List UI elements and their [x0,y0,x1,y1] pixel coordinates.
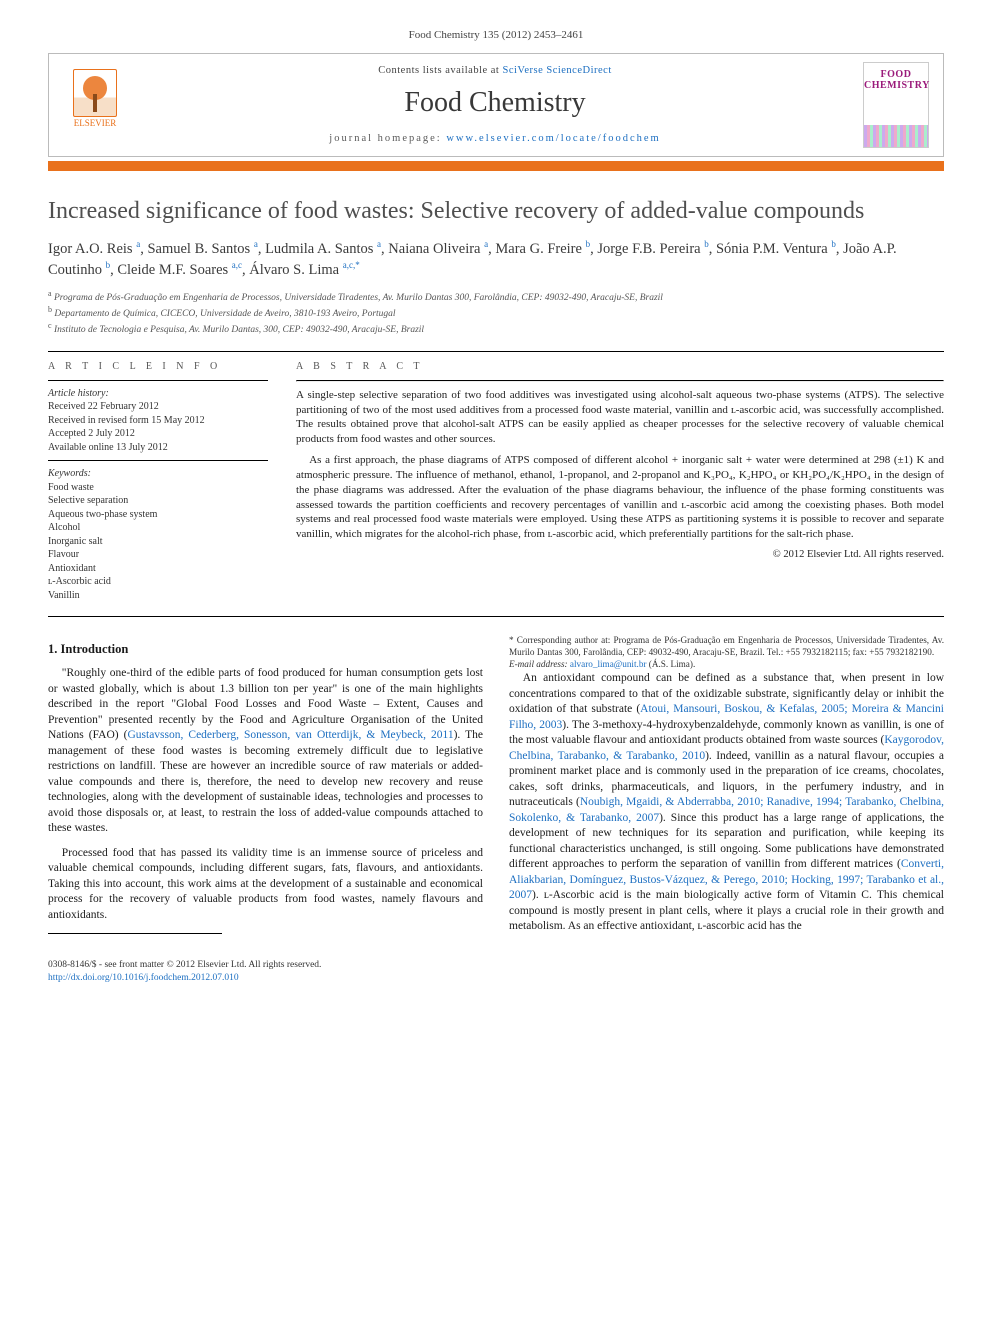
keyword-item: Aqueous two-phase system [48,508,268,522]
publisher-logo: ELSEVIER [63,69,127,141]
corresponding-author-footnote: * Corresponding author at: Programa de P… [509,635,944,671]
keyword-item: Food waste [48,481,268,495]
article-info-heading: A R T I C L E I N F O [48,360,268,374]
journal-homepage-link[interactable]: www.elsevier.com/locate/foodchem [446,133,660,144]
abstract-heading: A B S T R A C T [296,360,944,374]
top-rule [48,351,944,352]
article-history-label: Article history: [48,387,268,401]
footer-block: 0308-8146/$ - see front matter © 2012 El… [48,959,944,985]
publisher-name: ELSEVIER [74,117,117,129]
keyword-item: Flavour [48,548,268,562]
journal-homepage-line: journal homepage: www.elsevier.com/locat… [141,132,849,146]
banner-center: Contents lists available at SciVerse Sci… [141,64,849,146]
p1-text-b: ). The management of these food wastes i… [48,729,483,834]
intro-paragraph-3: An antioxidant compound can be defined a… [509,671,944,935]
doi-link[interactable]: http://dx.doi.org/10.1016/j.foodchem.201… [48,973,239,983]
keyword-item: Vanillin [48,589,268,603]
affiliation-line: a Programa de Pós-Graduação em Engenhari… [48,289,944,305]
keyword-item: Alcohol [48,521,268,535]
intro-paragraph-1: "Roughly one-third of the edible parts o… [48,666,483,837]
abstract-copyright: © 2012 Elsevier Ltd. All rights reserved… [296,548,944,562]
footnote-separator [48,933,222,934]
corr-label: * Corresponding author at: [509,635,614,645]
journal-cover-thumbnail: FOOD CHEMISTRY [863,62,929,148]
affiliation-line: c Instituto de Tecnologia e Pesquisa, Av… [48,321,944,337]
keyword-item: Inorganic salt [48,535,268,549]
affiliation-line: b Departamento de Química, CICECO, Unive… [48,305,944,321]
article-info-column: A R T I C L E I N F O Article history: R… [48,360,268,602]
abstract-column: A B S T R A C T A single-step selective … [296,360,944,602]
journal-brand: Food Chemistry [141,84,849,122]
sciencedirect-link[interactable]: SciVerse ScienceDirect [502,65,611,76]
article-title: Increased significance of food wastes: S… [48,197,944,226]
p3-text-b: ). The 3-methoxy-4-hydroxybenzaldehyde, … [509,719,944,747]
history-line: Available online 13 July 2012 [48,441,268,455]
contents-prefix: Contents lists available at [378,65,502,76]
cover-stripe-icon [864,125,928,147]
contents-available-line: Contents lists available at SciVerse Sci… [141,64,849,78]
abstract-paragraph: A single-step selective separation of tw… [296,388,944,447]
cover-title-bottom: CHEMISTRY [864,80,928,91]
authors-line: Igor A.O. Reis a, Samuel B. Santos a, Lu… [48,238,944,282]
journal-banner: ELSEVIER Contents lists available at Sci… [48,53,944,157]
info-rule-1 [48,380,268,381]
info-abstract-row: A R T I C L E I N F O Article history: R… [48,360,944,602]
keyword-item: Antioxidant [48,562,268,576]
p3-text-e: ). ʟ-Ascorbic acid is the main biologica… [509,889,944,932]
citation-line: Food Chemistry 135 (2012) 2453–2461 [48,28,944,43]
email-owner: (Á.S. Lima). [647,659,696,669]
keyword-item: ʟ-Ascorbic acid [48,575,268,589]
affiliations-block: a Programa de Pós-Graduação em Engenhari… [48,289,944,337]
info-rule-2 [48,460,268,461]
email-label: E-mail address: [509,659,570,669]
corr-email-link[interactable]: alvaro_lima@unit.br [570,659,647,669]
history-line: Accepted 2 July 2012 [48,427,268,441]
cover-title-top: FOOD [864,69,928,80]
intro-paragraph-2: Processed food that has passed its valid… [48,846,483,924]
elsevier-tree-icon [73,69,117,117]
ref-gustavsson-2011[interactable]: Gustavsson, Cederberg, Sonesson, van Ott… [127,729,453,741]
abstract-paragraph: As a first approach, the phase diagrams … [296,453,944,542]
keyword-item: Selective separation [48,494,268,508]
front-matter-line: 0308-8146/$ - see front matter © 2012 El… [48,959,944,972]
article-body: 1. Introduction "Roughly one-third of th… [48,635,944,941]
accent-bar [48,161,944,171]
keywords-label: Keywords: [48,467,268,481]
abstract-rule [296,380,944,382]
mid-rule [48,616,944,617]
homepage-prefix: journal homepage: [329,133,446,144]
section-1-heading: 1. Introduction [48,641,483,658]
history-line: Received 22 February 2012 [48,400,268,414]
history-line: Received in revised form 15 May 2012 [48,414,268,428]
